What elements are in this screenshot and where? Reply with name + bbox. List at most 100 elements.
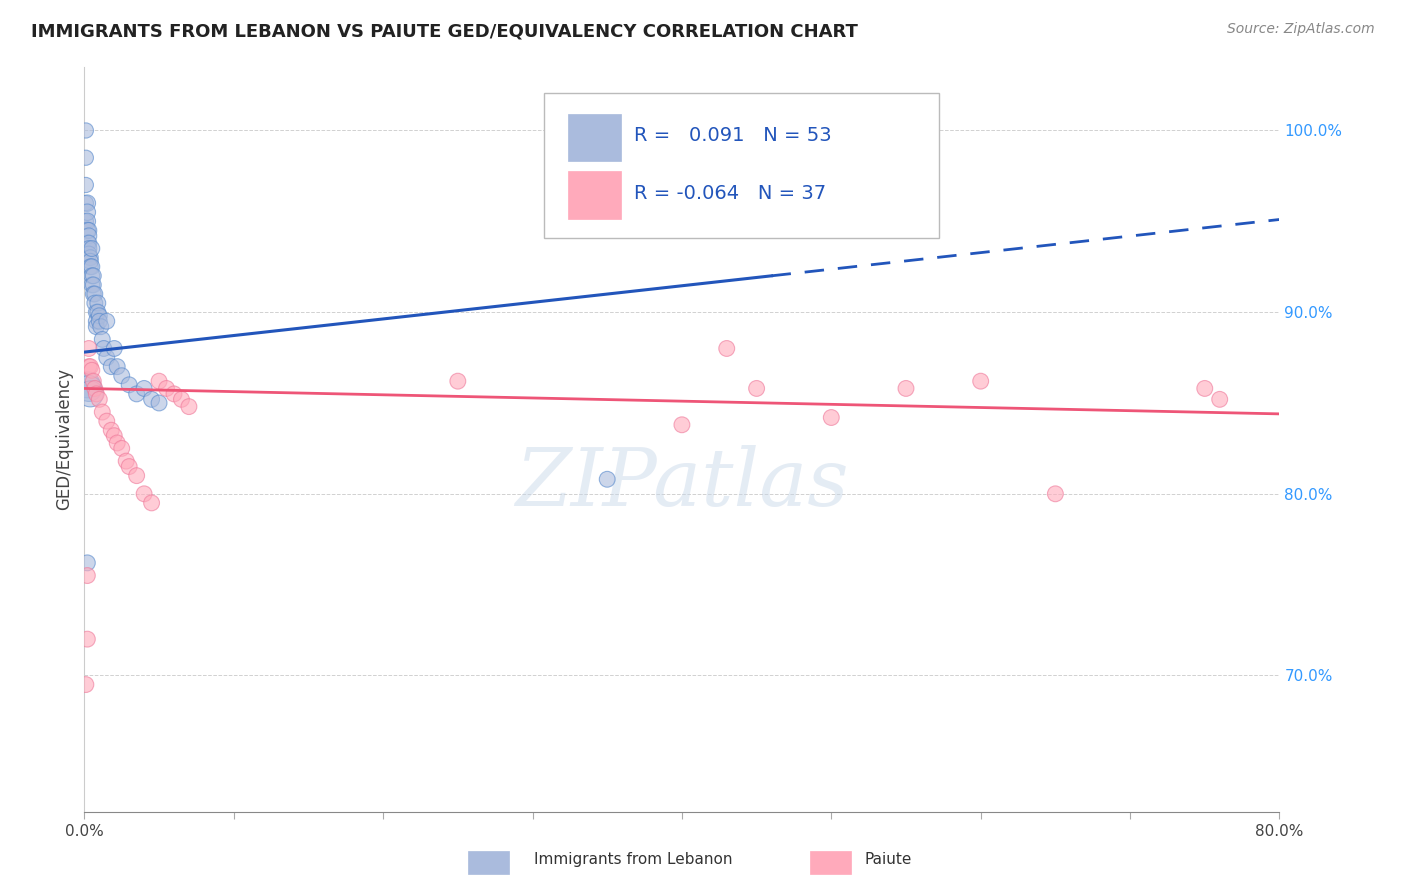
FancyBboxPatch shape (568, 171, 621, 219)
Point (118, 459, 141, 474)
Point (125, 387, 148, 401)
FancyBboxPatch shape (544, 93, 939, 238)
Point (118, 377, 141, 392)
Point (820, 410, 842, 425)
Point (716, 342, 738, 356)
Point (76, 196, 98, 211)
Point (79, 260, 101, 274)
Point (77, 242, 100, 256)
Point (90, 319, 112, 334)
Point (105, 359, 128, 374)
Point (75, 196, 97, 211)
Point (141, 392, 163, 407)
Point (170, 392, 193, 407)
Point (970, 374, 993, 388)
Point (77, 381, 100, 395)
Point (132, 381, 156, 395)
Point (77, 247, 100, 261)
FancyBboxPatch shape (568, 114, 621, 161)
Point (96, 314, 118, 328)
Point (86, 319, 108, 334)
Point (115, 454, 138, 468)
Point (80, 268, 103, 283)
Point (105, 436, 128, 450)
Point (77, 228, 100, 243)
Text: Paiute: Paiute (865, 852, 912, 867)
Point (111, 368, 134, 383)
Point (1194, 381, 1216, 395)
Point (1045, 487, 1067, 501)
Point (76, 377, 98, 392)
Point (93, 342, 115, 356)
Text: Source: ZipAtlas.com: Source: ZipAtlas.com (1227, 22, 1375, 37)
Point (86, 387, 108, 401)
Point (76, 205, 98, 219)
Point (76, 632, 98, 647)
Point (75, 677, 97, 691)
Point (141, 496, 163, 510)
Point (148, 374, 170, 388)
Point (1209, 392, 1232, 407)
Point (125, 468, 148, 483)
Y-axis label: GED/Equivalency: GED/Equivalency (55, 368, 73, 510)
Point (82, 268, 104, 283)
Point (79, 251, 101, 265)
Point (86, 314, 108, 328)
Point (79, 254, 101, 268)
Point (83, 296, 105, 310)
Point (79, 359, 101, 374)
Point (671, 417, 693, 432)
Point (80, 363, 103, 377)
Point (148, 396, 170, 410)
Point (596, 472, 619, 486)
Point (80, 277, 103, 292)
Point (76, 236, 98, 251)
Point (100, 359, 122, 374)
Point (75, 178, 97, 192)
Point (76, 568, 98, 582)
Point (75, 151, 97, 165)
Point (76, 214, 98, 228)
Text: R = -0.064   N = 37: R = -0.064 N = 37 (634, 184, 827, 203)
Point (89, 392, 111, 407)
Point (89, 314, 111, 328)
Point (83, 381, 105, 395)
Point (103, 428, 125, 442)
Point (83, 287, 105, 301)
Point (745, 381, 768, 395)
Point (96, 351, 118, 365)
Point (132, 487, 156, 501)
Text: IMMIGRANTS FROM LEBANON VS PAIUTE GED/EQUIVALENCY CORRELATION CHART: IMMIGRANTS FROM LEBANON VS PAIUTE GED/EQ… (31, 22, 858, 40)
Point (163, 387, 186, 401)
Point (79, 387, 101, 401)
Point (111, 442, 134, 456)
Point (77, 342, 100, 356)
Point (77, 223, 100, 237)
Point (82, 374, 104, 388)
Point (82, 277, 104, 292)
Point (87, 305, 110, 319)
Point (89, 309, 111, 323)
Point (155, 381, 177, 395)
Point (100, 423, 122, 437)
Text: R =   0.091   N = 53: R = 0.091 N = 53 (634, 126, 832, 145)
Point (91, 405, 114, 419)
Point (96, 414, 118, 428)
Point (75, 123, 97, 137)
Point (447, 374, 470, 388)
Point (80, 260, 103, 274)
Text: ZIPatlas: ZIPatlas (515, 445, 849, 523)
Point (77, 236, 100, 251)
Point (82, 287, 104, 301)
Point (177, 400, 200, 414)
Point (86, 305, 108, 319)
Point (76, 223, 98, 237)
Point (77, 359, 100, 374)
Point (76, 556, 98, 570)
Point (87, 296, 110, 310)
Point (894, 381, 917, 395)
Point (103, 342, 125, 356)
Point (91, 332, 114, 346)
Text: Immigrants from Lebanon: Immigrants from Lebanon (534, 852, 733, 867)
Point (80, 242, 103, 256)
